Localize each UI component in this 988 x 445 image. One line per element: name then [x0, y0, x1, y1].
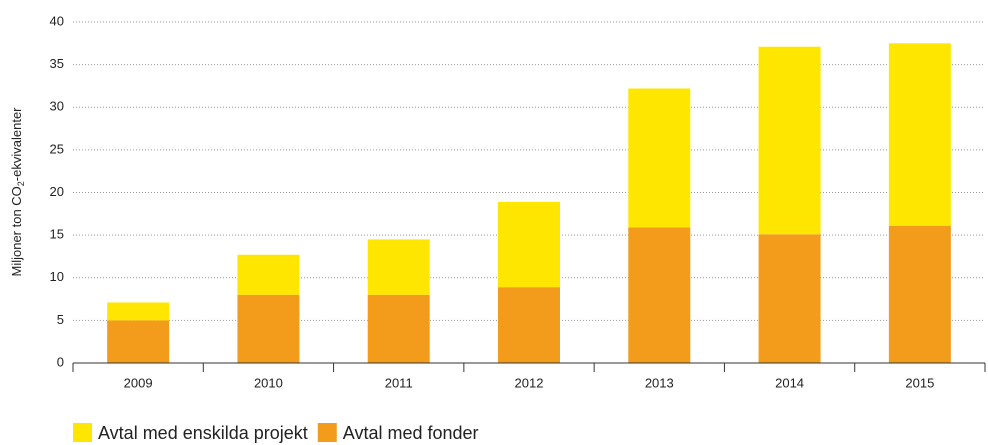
x-tick-label: 2013	[645, 375, 674, 390]
x-tick-label: 2012	[515, 375, 544, 390]
bar-segment	[237, 294, 300, 363]
bar-segment	[498, 287, 560, 363]
x-tick-label: 2010	[254, 375, 283, 390]
y-axis-label-sub: 2	[16, 181, 26, 186]
bar-segment	[758, 46, 821, 235]
bar-segment	[888, 43, 951, 226]
bar-segment	[628, 227, 691, 363]
bar-segment	[107, 320, 170, 363]
y-tick-label: 30	[50, 99, 64, 114]
y-tick-label: 40	[50, 13, 64, 28]
bar-segment	[758, 234, 821, 363]
y-tick-label: 10	[50, 269, 64, 284]
x-tick-label: 2009	[124, 375, 153, 390]
bar-segment	[367, 294, 430, 363]
bar-segment	[237, 254, 300, 295]
y-axis-label: Miljoner ton CO2-ekvivalenter	[9, 107, 26, 277]
y-tick-label: 0	[57, 354, 64, 369]
y-axis-label-part: -ekvivalenter	[9, 107, 24, 181]
legend-label: Avtal med enskilda projekt	[98, 423, 308, 443]
x-tick-label: 2011	[385, 375, 413, 390]
y-tick-label: 15	[50, 227, 64, 242]
y-tick-label: 20	[50, 184, 64, 199]
bar-segment	[107, 302, 170, 321]
x-tick-label: 2015	[905, 375, 934, 390]
bar-segment	[888, 225, 951, 363]
y-tick-label: 5	[57, 312, 64, 327]
legend-label: Avtal med fonder	[343, 423, 479, 443]
legend-swatch	[73, 423, 92, 442]
bar-segment	[498, 201, 560, 288]
bar-segment	[367, 239, 430, 295]
y-axis-label-part: Miljoner ton CO	[9, 186, 24, 276]
y-tick-label: 35	[50, 56, 64, 71]
bar-segment	[628, 88, 691, 228]
legend-swatch	[317, 423, 337, 442]
y-tick-label: 25	[50, 141, 64, 156]
x-tick-label: 2014	[775, 375, 804, 390]
